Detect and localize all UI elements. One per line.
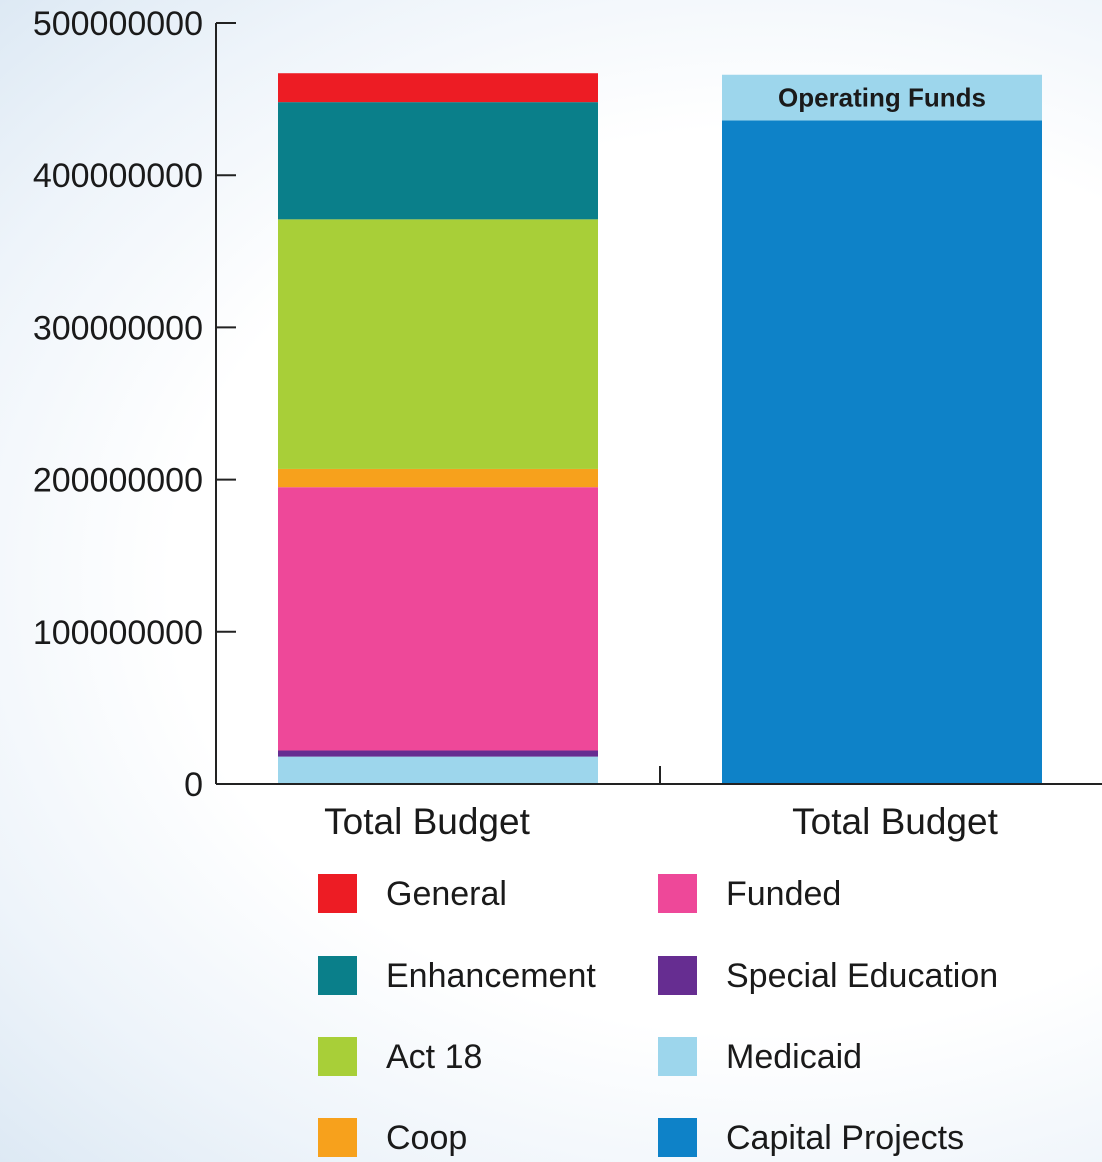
- legend-swatch: [658, 874, 697, 913]
- bar-segment-special-education-1: [278, 750, 598, 757]
- x-category-label: Total Budget: [324, 801, 530, 842]
- legend-swatch: [658, 1118, 697, 1157]
- y-tick-label: 0: [184, 766, 203, 804]
- y-tick-label: 100000000: [33, 614, 203, 652]
- legend-item-funded: Funded: [658, 874, 841, 913]
- legend-label: Medicaid: [726, 1038, 862, 1076]
- bars-group: Operating Funds: [278, 73, 1042, 784]
- legend-swatch: [658, 1037, 697, 1076]
- bar-segment-enhancement-1: [278, 102, 598, 220]
- bar-segment-coop-1: [278, 468, 598, 488]
- legend-item-capital-projects: Capital Projects: [658, 1118, 964, 1157]
- legend-item-coop: Coop: [318, 1118, 467, 1157]
- legend-swatch: [658, 956, 697, 995]
- y-tick-label: 300000000: [33, 309, 203, 347]
- y-tick-label: 200000000: [33, 462, 203, 500]
- bar-segment-medicaid-1: [278, 756, 598, 784]
- legend-item-enhancement: Enhancement: [318, 956, 596, 995]
- legend-item-medicaid: Medicaid: [658, 1037, 862, 1076]
- legend-label: Coop: [386, 1119, 467, 1157]
- y-ticks-group: 0 100000000 200000000 300000000 400000000 500…: [33, 5, 236, 804]
- bar-segment-label-operating-funds: Operating Funds: [778, 83, 986, 113]
- bar-segment-general-1: [278, 73, 598, 103]
- legend-label: Capital Projects: [726, 1119, 964, 1157]
- legend: General Funded Enhancement Special Educatio…: [318, 874, 998, 1157]
- legend-label: Special Education: [726, 957, 998, 995]
- legend-swatch: [318, 1118, 357, 1157]
- axes-group: [215, 23, 1102, 785]
- bar-segment-operating-funds-2: [722, 74, 1042, 121]
- legend-label: Act 18: [386, 1038, 482, 1076]
- legend-swatch: [318, 956, 357, 995]
- legend-label: Enhancement: [386, 957, 596, 995]
- bar-segment-funded-1: [278, 487, 598, 751]
- legend-swatch: [318, 1037, 357, 1076]
- bar-segment-capital-projects-2: [722, 120, 1042, 784]
- x-category-label: Total Budget: [792, 801, 998, 842]
- y-tick-label: 500000000: [33, 5, 203, 43]
- y-tick-label: 400000000: [33, 157, 203, 195]
- legend-label: Funded: [726, 875, 841, 913]
- legend-item-act-18: Act 18: [318, 1037, 482, 1076]
- legend-swatch: [318, 874, 357, 913]
- legend-item-general: General: [318, 874, 507, 913]
- legend-label: General: [386, 875, 507, 913]
- bar-segment-act-18-1: [278, 219, 598, 469]
- x-labels-group: Total Budget Total Budget: [324, 801, 998, 842]
- legend-item-special-education: Special Education: [658, 956, 998, 995]
